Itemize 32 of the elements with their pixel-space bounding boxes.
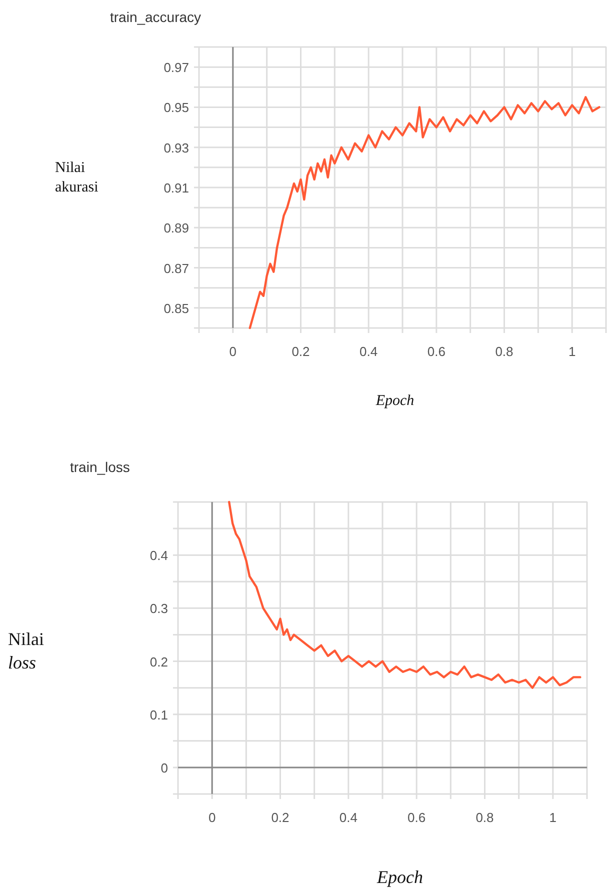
x-tick-label: 0.2 — [292, 344, 310, 359]
line-series — [248, 96, 600, 330]
x-axis-title: Epoch — [374, 393, 414, 409]
x-tick-label: 0.4 — [339, 810, 358, 825]
x-tick-label: 0.6 — [408, 810, 426, 825]
y-axis-title: Nilai loss — [8, 629, 44, 672]
y-tick-label: 0.2 — [150, 654, 168, 670]
x-tick-label: 0.6 — [427, 344, 446, 359]
chart-title: train_accuracy — [110, 9, 202, 25]
x-axis-title: Epoch — [376, 867, 423, 887]
y-tick-label: 0.93 — [164, 140, 189, 156]
x-tick-label: 1 — [568, 344, 576, 359]
y-tick-label: 0.95 — [164, 100, 189, 116]
line-series — [228, 500, 582, 689]
y-tick-label: 0 — [160, 760, 168, 776]
y-tick-label: 0.87 — [164, 260, 189, 276]
y-tick-label: 0.89 — [164, 220, 189, 236]
y-tick-label: 0.4 — [150, 548, 168, 564]
y-tick-label: 0.97 — [164, 60, 189, 76]
x-tick-label: 0 — [208, 810, 216, 825]
y-tick-label: 0.1 — [150, 707, 168, 722]
x-tick-label: 0.2 — [271, 810, 290, 825]
chart-title: train_loss — [70, 459, 130, 475]
x-tick-label: 0.8 — [495, 344, 514, 359]
y-axis-title: Nilai akurasi — [55, 160, 98, 196]
y-tick-label: 0.91 — [164, 180, 189, 196]
x-tick-label: 0.8 — [476, 810, 494, 825]
x-tick-label: 0 — [229, 344, 237, 359]
x-tick-label: 1 — [549, 810, 557, 825]
x-tick-label: 0.4 — [360, 344, 378, 359]
y-tick-label: 0.3 — [150, 601, 168, 616]
y-tick-label: 0.85 — [164, 300, 189, 316]
